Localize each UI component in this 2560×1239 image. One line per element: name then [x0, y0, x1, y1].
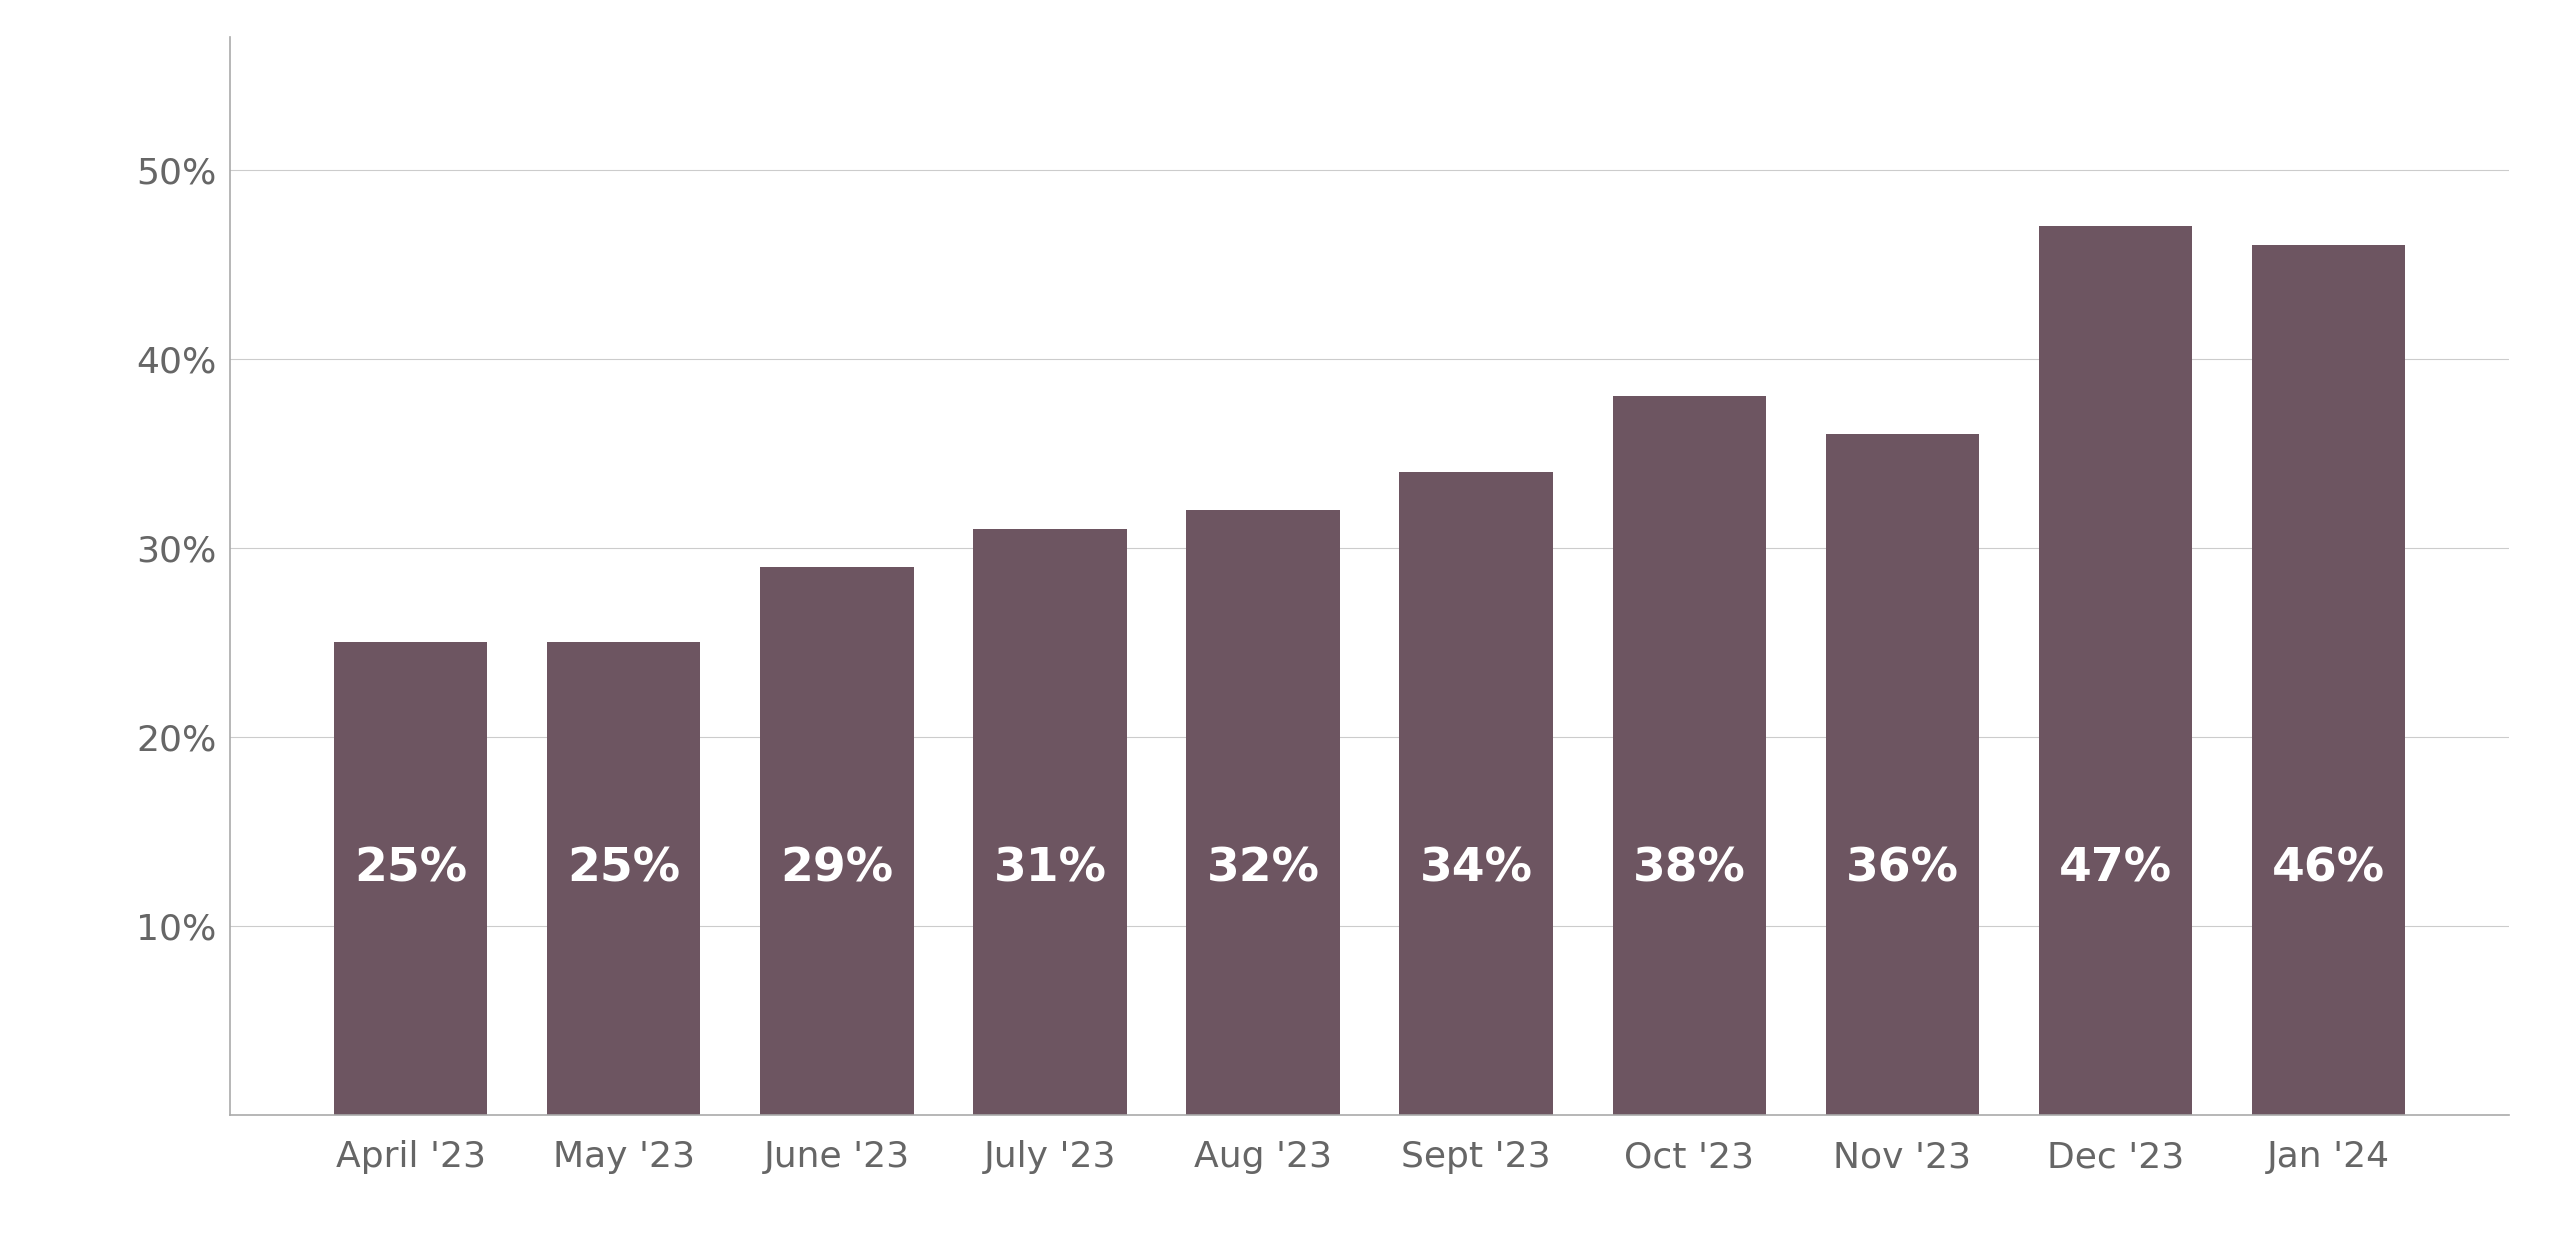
Text: 32%: 32% — [1206, 846, 1318, 892]
Bar — [333, 642, 486, 1115]
Text: 46%: 46% — [2271, 846, 2386, 892]
Text: 25%: 25% — [353, 846, 468, 892]
Text: 29%: 29% — [781, 846, 893, 892]
Bar — [760, 566, 914, 1115]
Bar — [973, 529, 1126, 1115]
Bar — [1400, 472, 1554, 1115]
Text: 36%: 36% — [1846, 846, 1958, 892]
Text: 31%: 31% — [993, 846, 1106, 892]
Text: 25%: 25% — [568, 846, 681, 892]
Text: 47%: 47% — [2058, 846, 2171, 892]
Bar — [1825, 435, 1979, 1115]
Bar — [2038, 227, 2191, 1115]
Bar — [1613, 396, 1766, 1115]
Bar — [2253, 245, 2406, 1115]
Text: 34%: 34% — [1421, 846, 1533, 892]
Text: 38%: 38% — [1633, 846, 1746, 892]
Bar — [548, 642, 701, 1115]
Bar — [1185, 510, 1339, 1115]
